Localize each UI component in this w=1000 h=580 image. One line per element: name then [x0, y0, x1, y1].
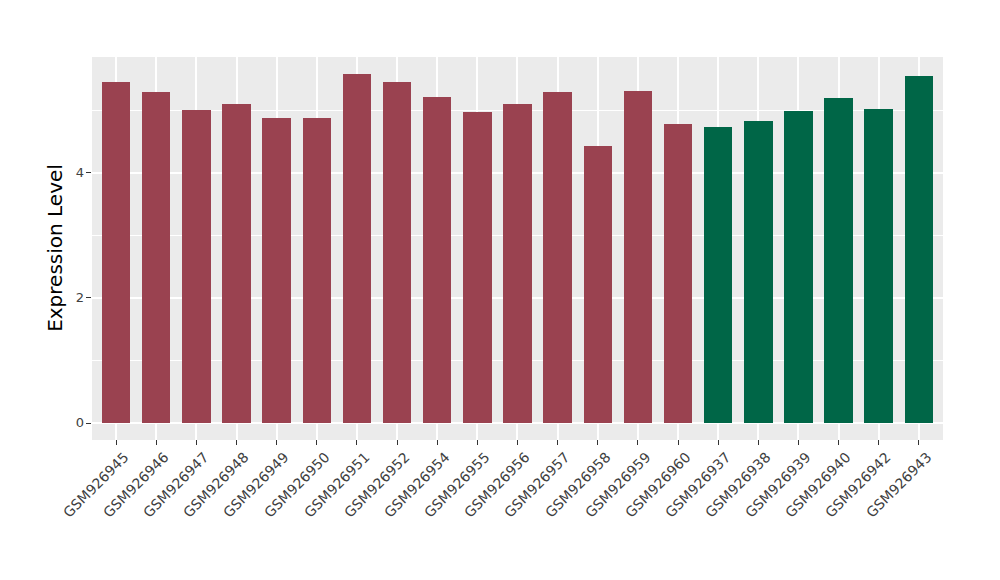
x-tick-mark	[758, 440, 759, 445]
expression-bar-chart: 024GSM926945GSM926946GSM926947GSM926948G…	[0, 0, 1000, 580]
bar-GSM926948	[222, 104, 251, 423]
y-tick-mark	[86, 297, 91, 298]
bar-GSM926951	[343, 74, 372, 423]
bar-GSM926939	[784, 111, 813, 423]
bar-GSM926960	[664, 124, 693, 423]
x-tick-mark	[678, 440, 679, 445]
y-axis-title-text: Expression Level	[43, 164, 67, 332]
x-tick-mark	[316, 440, 317, 445]
x-tick-mark	[276, 440, 277, 445]
x-tick-mark	[437, 440, 438, 445]
x-tick-mark	[517, 440, 518, 445]
bar-GSM926946	[142, 92, 171, 423]
bar-GSM926937	[704, 127, 733, 423]
plot-panel	[92, 57, 943, 440]
x-tick-mark	[798, 440, 799, 445]
x-tick-mark	[477, 440, 478, 445]
bar-GSM926942	[864, 109, 893, 423]
bar-GSM926952	[383, 82, 412, 423]
bar-GSM926954	[423, 97, 452, 423]
x-tick-mark	[196, 440, 197, 445]
bar-GSM926959	[624, 91, 653, 423]
bar-GSM926957	[543, 92, 572, 423]
x-tick-mark	[397, 440, 398, 445]
y-tick-label: 0	[50, 415, 84, 431]
x-tick-mark	[718, 440, 719, 445]
bar-GSM926947	[182, 110, 211, 423]
bar-GSM926940	[824, 98, 853, 423]
y-tick-mark	[86, 423, 91, 424]
x-tick-mark	[236, 440, 237, 445]
y-tick-mark	[86, 172, 91, 173]
bar-GSM926956	[503, 104, 532, 423]
x-tick-mark	[356, 440, 357, 445]
x-tick-mark	[878, 440, 879, 445]
x-tick-mark	[557, 440, 558, 445]
x-tick-mark	[838, 440, 839, 445]
bar-GSM926945	[102, 82, 131, 423]
bar-GSM926958	[584, 146, 613, 423]
bar-GSM926938	[744, 121, 773, 423]
x-tick-mark	[918, 440, 919, 445]
bar-GSM926950	[303, 118, 332, 423]
bar-GSM926949	[262, 118, 291, 423]
bar-GSM926955	[463, 112, 492, 423]
bar-GSM926943	[905, 76, 934, 423]
x-tick-mark	[116, 440, 117, 445]
x-tick-mark	[637, 440, 638, 445]
x-tick-mark	[597, 440, 598, 445]
x-tick-mark	[156, 440, 157, 445]
